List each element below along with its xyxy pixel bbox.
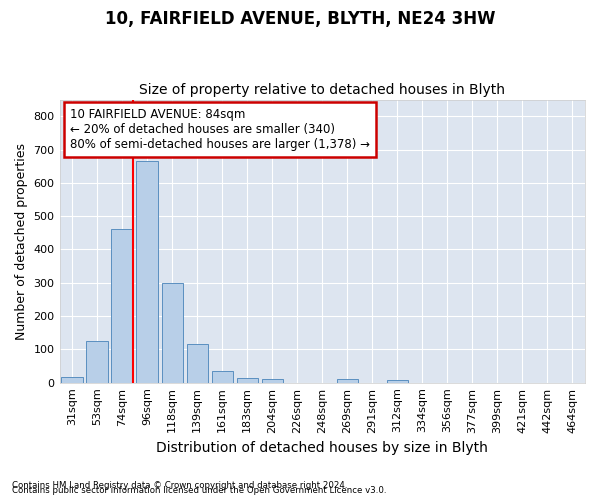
Bar — [187, 344, 208, 383]
Bar — [136, 161, 158, 382]
Title: Size of property relative to detached houses in Blyth: Size of property relative to detached ho… — [139, 83, 505, 97]
Bar — [236, 378, 258, 382]
Bar — [61, 377, 83, 382]
Bar — [387, 380, 408, 382]
Text: Contains HM Land Registry data © Crown copyright and database right 2024.: Contains HM Land Registry data © Crown c… — [12, 481, 347, 490]
Bar — [86, 341, 108, 382]
Text: 10 FAIRFIELD AVENUE: 84sqm
← 20% of detached houses are smaller (340)
80% of sem: 10 FAIRFIELD AVENUE: 84sqm ← 20% of deta… — [70, 108, 370, 151]
Bar — [112, 230, 133, 382]
Bar — [161, 283, 183, 382]
Bar — [262, 380, 283, 382]
Bar — [337, 380, 358, 382]
X-axis label: Distribution of detached houses by size in Blyth: Distribution of detached houses by size … — [157, 441, 488, 455]
Bar — [212, 371, 233, 382]
Text: 10, FAIRFIELD AVENUE, BLYTH, NE24 3HW: 10, FAIRFIELD AVENUE, BLYTH, NE24 3HW — [105, 10, 495, 28]
Y-axis label: Number of detached properties: Number of detached properties — [15, 142, 28, 340]
Text: Contains public sector information licensed under the Open Government Licence v3: Contains public sector information licen… — [12, 486, 386, 495]
